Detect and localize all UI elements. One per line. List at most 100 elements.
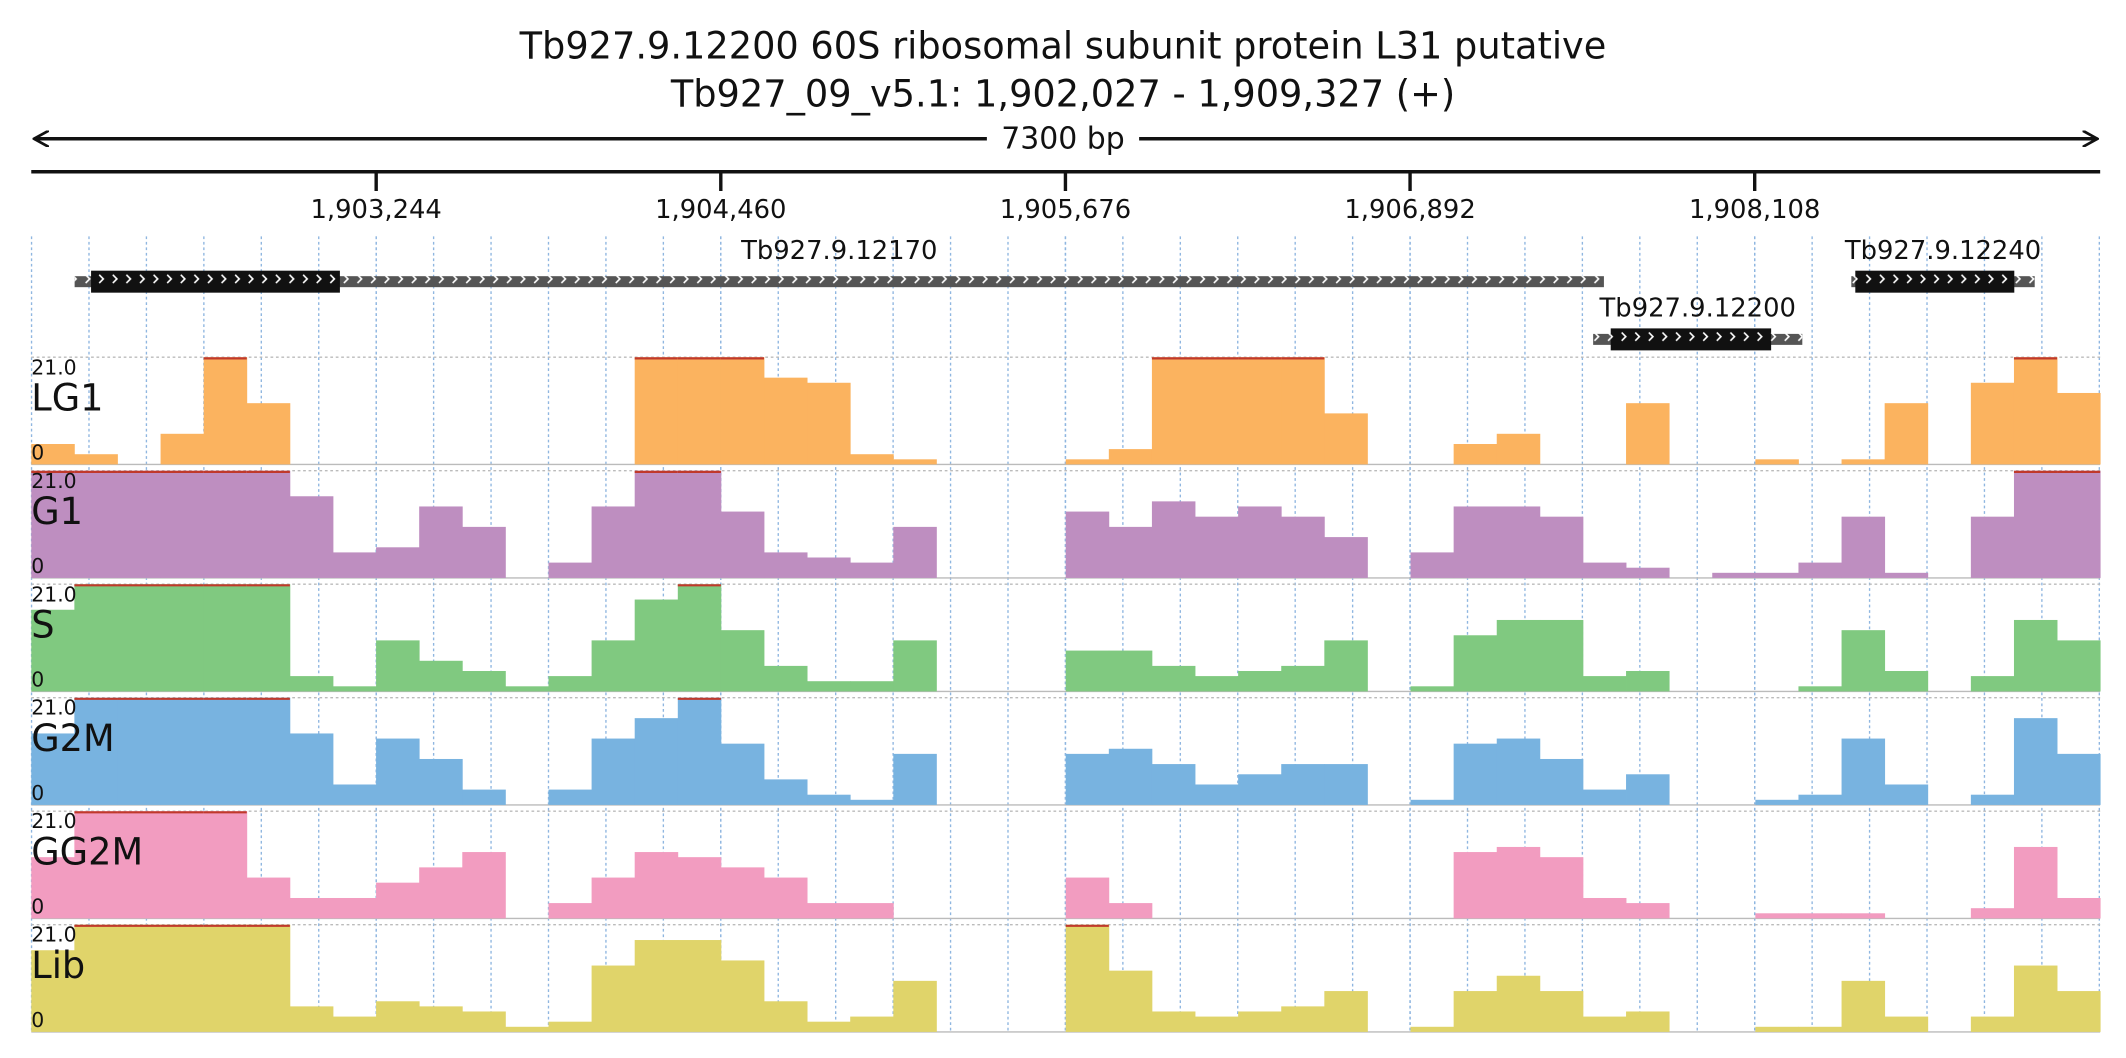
title: Tb927.9.12200 60S ribosomal subunit prot… xyxy=(519,24,1607,67)
coverage-bar xyxy=(117,697,161,805)
coverage-bar xyxy=(2013,965,2058,1032)
coverage-bar xyxy=(1798,686,1842,692)
coverage-bar xyxy=(764,877,808,919)
coverage-bar xyxy=(1238,506,1282,578)
coverage-bar xyxy=(1195,516,1239,578)
coverage-bar xyxy=(1626,903,1670,919)
coverage-bar xyxy=(117,470,161,578)
coverage-bar xyxy=(1626,774,1670,805)
coverage-bar xyxy=(1453,444,1498,465)
coverage-bar xyxy=(1065,459,1110,465)
coverage-bar xyxy=(1065,650,1110,692)
coverage-bar xyxy=(332,784,377,805)
coverage-bar xyxy=(850,903,894,919)
coverage-bar xyxy=(1496,619,1541,692)
coverage-bar xyxy=(548,676,593,692)
coverage-bar xyxy=(2013,846,2058,919)
coverage-bar xyxy=(1884,784,1929,805)
track-name: Lib xyxy=(31,944,85,987)
coverage-bar xyxy=(1496,846,1541,919)
coverage-bar xyxy=(376,547,420,578)
coverage-bar xyxy=(289,733,334,805)
track-min-label: 0 xyxy=(31,440,44,464)
coverage-bar xyxy=(1281,1006,1325,1032)
coverage-bar xyxy=(1453,991,1498,1032)
coverage-bar xyxy=(376,882,420,919)
coverage-bar xyxy=(1453,852,1498,919)
coverage-bar xyxy=(850,681,894,692)
coverage-bar xyxy=(1884,572,1929,578)
coverage-bar xyxy=(1281,357,1325,465)
coverage-bar xyxy=(246,877,291,919)
coverage-bar xyxy=(720,867,765,919)
coverage-bar xyxy=(117,924,161,1032)
coverage-bar xyxy=(1582,562,1627,578)
coverage-bar xyxy=(1755,459,1799,465)
coverage-bar xyxy=(807,681,851,692)
coverage-bar xyxy=(246,697,291,805)
coverage-bar xyxy=(850,562,894,578)
coverage-bar xyxy=(203,811,248,919)
coverage-bar xyxy=(1195,676,1239,692)
coverage-bar xyxy=(289,897,334,919)
coverage-bar xyxy=(1626,670,1670,692)
coverage-bar xyxy=(1970,1016,2015,1032)
coverage-bar xyxy=(74,470,118,578)
coverage-bar xyxy=(1195,784,1239,805)
coverage-bar xyxy=(1841,913,1886,919)
coverage-bar xyxy=(31,470,75,578)
coverage-bar xyxy=(2013,357,2058,465)
coverage-bar xyxy=(764,1001,808,1032)
coverage-bar xyxy=(117,811,161,919)
coverage-bar xyxy=(1151,357,1196,465)
ruler-tick-label: 1,903,244 xyxy=(310,195,441,225)
coverage-bar xyxy=(160,433,205,465)
coverage-bar xyxy=(1841,630,1886,692)
gene-cds-arrows xyxy=(1610,329,1772,350)
track-max-label: 21.0 xyxy=(31,355,76,379)
coverage-bar xyxy=(2057,470,2101,578)
coverage-bar xyxy=(1065,924,1110,1032)
ruler-tick-label: 1,904,460 xyxy=(655,195,786,225)
length-label-bg xyxy=(986,120,1140,157)
coverage-bar xyxy=(376,738,420,805)
track-max-label: 21.0 xyxy=(31,582,76,606)
coverage-bar xyxy=(1496,975,1541,1032)
coverage-bar xyxy=(677,470,722,578)
gene-span-arrows xyxy=(74,272,1604,292)
coverage-bar xyxy=(2013,619,2058,692)
coverage-bar xyxy=(1755,799,1799,805)
coverage-bar xyxy=(677,357,722,465)
coverage-bar xyxy=(1453,635,1498,692)
coverage-bar xyxy=(1884,1016,1929,1032)
coverage-bar xyxy=(160,697,205,805)
coverage-bar xyxy=(677,940,722,1032)
coverage-bar xyxy=(1324,413,1368,465)
track-name: G2M xyxy=(31,717,114,760)
coverage-bar xyxy=(462,852,506,919)
coverage-bar xyxy=(1582,1016,1627,1032)
coverage-bar xyxy=(74,924,118,1032)
coverage-bar xyxy=(419,506,463,578)
coverage-bar xyxy=(1324,640,1368,692)
coverage-bar xyxy=(1496,506,1541,578)
coverage-bar xyxy=(31,444,75,465)
coverage-bar xyxy=(893,980,937,1032)
coverage-bar xyxy=(332,1016,377,1032)
coverage-bar xyxy=(1453,743,1498,805)
coverage-bar xyxy=(850,799,894,805)
coverage-bar xyxy=(160,470,205,578)
coverage-bar xyxy=(1324,764,1368,805)
coverage-bar xyxy=(462,526,506,578)
coverage-bar xyxy=(74,811,118,919)
coverage-bar xyxy=(1238,670,1282,692)
coverage-bar xyxy=(1410,686,1455,692)
coverage-bar xyxy=(31,857,75,919)
gene-cds-arrows xyxy=(91,272,340,292)
coverage-bar xyxy=(1324,991,1368,1032)
coverage-bar xyxy=(2057,991,2101,1032)
coverage-bar xyxy=(1755,913,1799,919)
coverage-bar xyxy=(419,758,463,805)
coverage-bar xyxy=(634,357,679,465)
coverage-bar xyxy=(1281,764,1325,805)
